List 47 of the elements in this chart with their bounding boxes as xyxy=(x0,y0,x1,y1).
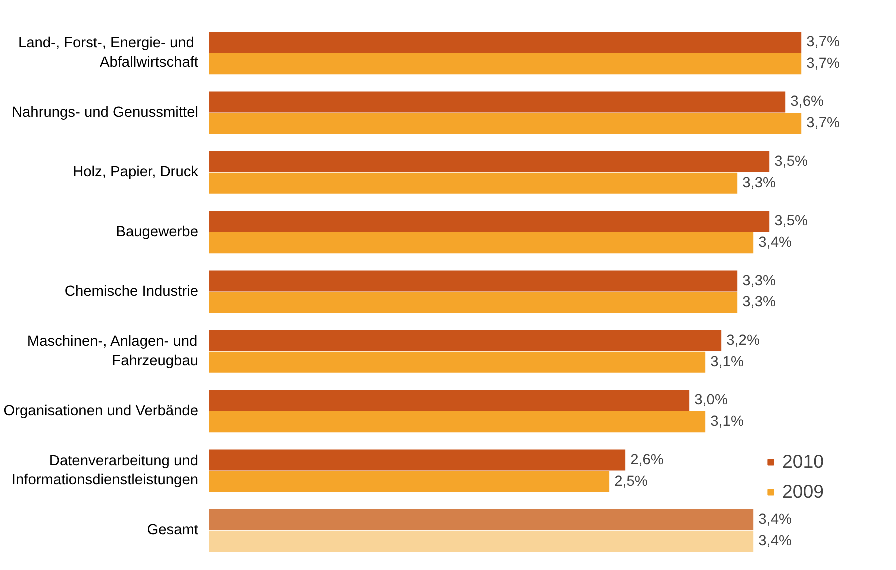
y-tick-label: Maschinen-, Anlagen- und Fahrzeugbau xyxy=(27,334,199,370)
data-label: 3,7% xyxy=(806,56,840,72)
data-label: 2,6% xyxy=(630,452,664,468)
data-label: 2,5% xyxy=(614,474,648,490)
data-label: 3,3% xyxy=(742,273,776,290)
y-tick-label: Holz, Papier, Druck xyxy=(73,164,200,181)
bar xyxy=(210,390,690,412)
bar xyxy=(210,530,754,552)
data-label: 3,6% xyxy=(790,94,824,110)
bar xyxy=(210,352,706,373)
data-label: 3,0% xyxy=(694,392,728,409)
bar xyxy=(210,412,706,433)
data-label: 3,3% xyxy=(742,175,776,192)
data-label: 3,4% xyxy=(758,235,792,252)
bar xyxy=(210,270,738,292)
data-label: 3,4% xyxy=(758,512,792,528)
y-tick-label: Datenverarbeitung und Informationsdienstleistungen xyxy=(12,453,199,489)
bar xyxy=(210,330,722,352)
bar xyxy=(210,113,802,134)
bar xyxy=(210,450,626,471)
data-label: 3,2% xyxy=(726,332,760,349)
bar xyxy=(210,211,770,232)
data-label: 3,5% xyxy=(774,154,808,170)
bar xyxy=(210,151,770,172)
y-tick-label: Baugewerbe xyxy=(116,224,199,240)
y-tick-label: Organisationen und Verbände xyxy=(4,403,199,420)
data-label: 3,7% xyxy=(806,116,840,132)
legend-label: 2009 xyxy=(782,481,824,503)
data-label: 3,4% xyxy=(758,533,792,550)
y-tick-label: Land-, Forst-, Energie- und Abfallwirtschaft xyxy=(18,36,199,71)
bar xyxy=(210,471,610,492)
data-label: 3,3% xyxy=(742,294,776,311)
bar xyxy=(210,172,738,194)
y-tick-label: Nahrungs- und Genussmittel xyxy=(12,104,199,121)
bar xyxy=(210,292,738,314)
data-label: 3,1% xyxy=(710,414,744,430)
bar xyxy=(210,92,786,113)
data-label: 3,7% xyxy=(806,34,840,51)
y-tick-label: Gesamt xyxy=(147,522,198,539)
bar xyxy=(210,32,802,54)
data-label: 3,1% xyxy=(710,354,744,370)
bar xyxy=(210,509,754,530)
bar xyxy=(210,232,754,254)
y-tick-label: Chemische Industrie xyxy=(64,284,199,300)
bar xyxy=(210,54,802,75)
legend-label: 2010 xyxy=(782,451,824,473)
data-label: 3,5% xyxy=(774,214,808,230)
